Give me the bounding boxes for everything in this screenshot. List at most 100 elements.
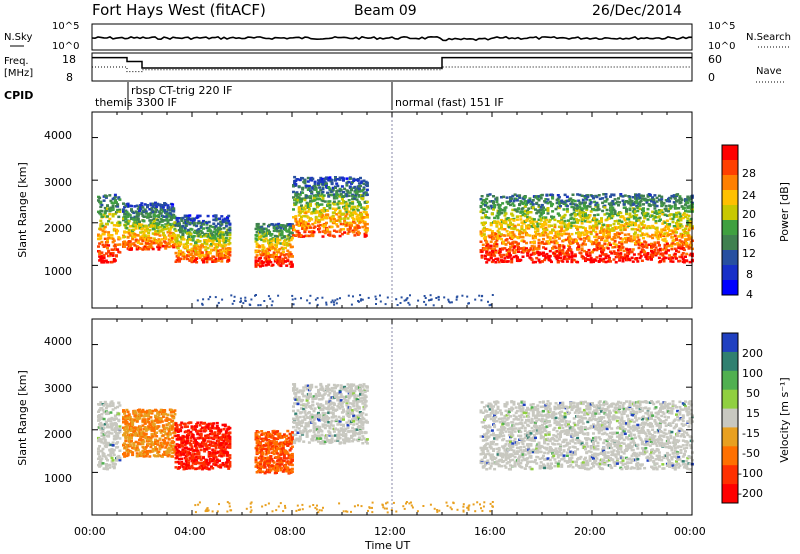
echo-cell [124,439,128,443]
echo-cell [619,248,623,252]
echo-cell [671,220,675,224]
echo-cell [449,301,452,304]
echo-cell [123,432,127,435]
echo-cell [318,218,322,222]
echo-cell [517,250,520,253]
echo-cell [675,211,678,215]
echo-cell [346,217,350,220]
echo-cell [627,233,631,236]
echo-cell [98,242,102,245]
colorbar-swatch [722,145,738,161]
echo-cell [180,238,184,241]
echo-cell [548,249,552,253]
echo-cell [116,441,120,444]
echo-cell [111,248,115,252]
echo-cell [355,231,359,235]
power-cbar-tick-8: 8 [746,268,753,281]
echo-cell [317,224,320,227]
echo-cell [313,211,317,215]
echo-cell [639,194,643,197]
echo-cell [572,206,576,209]
echo-cell [146,205,149,209]
echo-cell [356,213,360,217]
echo-cell [195,261,199,264]
echo-cell [332,220,336,224]
echo-cell [642,209,645,213]
echo-cell [102,411,106,414]
echo-cell [269,297,272,300]
echo-cell [528,197,532,200]
echo-cell [598,231,602,234]
noise-left-tick-bottom: 10^0 [52,41,79,52]
echo-cell [492,252,495,256]
echo-cell [646,195,650,198]
echo-cell [640,197,644,200]
echo-cell [264,259,268,262]
echo-cell [174,229,178,232]
echo-cell [303,208,307,211]
echo-cell [189,233,193,236]
echo-cell [612,229,616,232]
echo-cell [218,217,221,220]
echo-cell [155,230,159,233]
cpid-row: themis 3300 IF rbsp CT-trig 220 IF norma… [95,82,504,110]
echo-cell [678,212,682,216]
echo-cell [187,228,191,232]
echo-cell [362,216,366,219]
echo-cell [595,256,599,259]
echo-cell [617,212,620,215]
echo-cell [347,210,351,213]
echo-cell [171,241,175,244]
echo-cell [199,229,203,233]
echo-cell [681,213,685,217]
echo-cell [318,230,322,234]
echo-cell [108,463,112,467]
echo-cell [625,208,628,211]
echo-cell [682,259,686,262]
echo-cell [585,198,589,201]
echo-cell [301,210,305,213]
echo-cell [214,247,218,251]
echo-cell [684,231,687,235]
echo-cell [124,217,128,220]
echo-cell [317,183,320,187]
echo-cell [334,195,337,198]
echo-cell [104,465,108,468]
echo-cell [661,213,665,216]
echo-cell [132,419,136,423]
echo-cell [573,213,577,216]
echo-cell [632,235,636,238]
echo-cell [502,195,506,199]
echo-cell [195,253,199,256]
echo-cell [485,201,489,205]
echo-cell [553,223,557,227]
echo-cell [123,235,127,239]
echo-cell [646,198,650,202]
echo-cell [581,242,585,245]
echo-cell [506,223,510,227]
echo-cell [127,437,131,440]
echo-cell [509,203,512,207]
echo-cell [661,203,665,207]
echo-cell [166,227,170,230]
echo-cell [606,260,610,263]
echo-cell [605,198,609,201]
echo-cell [99,464,103,467]
echo-cell [531,199,535,202]
echo-cell [111,237,115,241]
echo-cell [594,230,598,234]
echo-cell [124,435,128,438]
echo-cell [328,203,332,207]
echo-cell [100,416,104,419]
echo-cell [687,238,691,241]
echo-cell [103,423,107,426]
echo-cell [287,229,291,233]
echo-cell [143,208,147,211]
echo-cell [99,200,103,204]
echo-cell [593,208,597,212]
echo-cell [562,208,566,211]
echo-cell [605,239,609,242]
echo-cell [374,295,377,298]
echo-cell [128,234,132,237]
echo-cell [161,245,165,248]
